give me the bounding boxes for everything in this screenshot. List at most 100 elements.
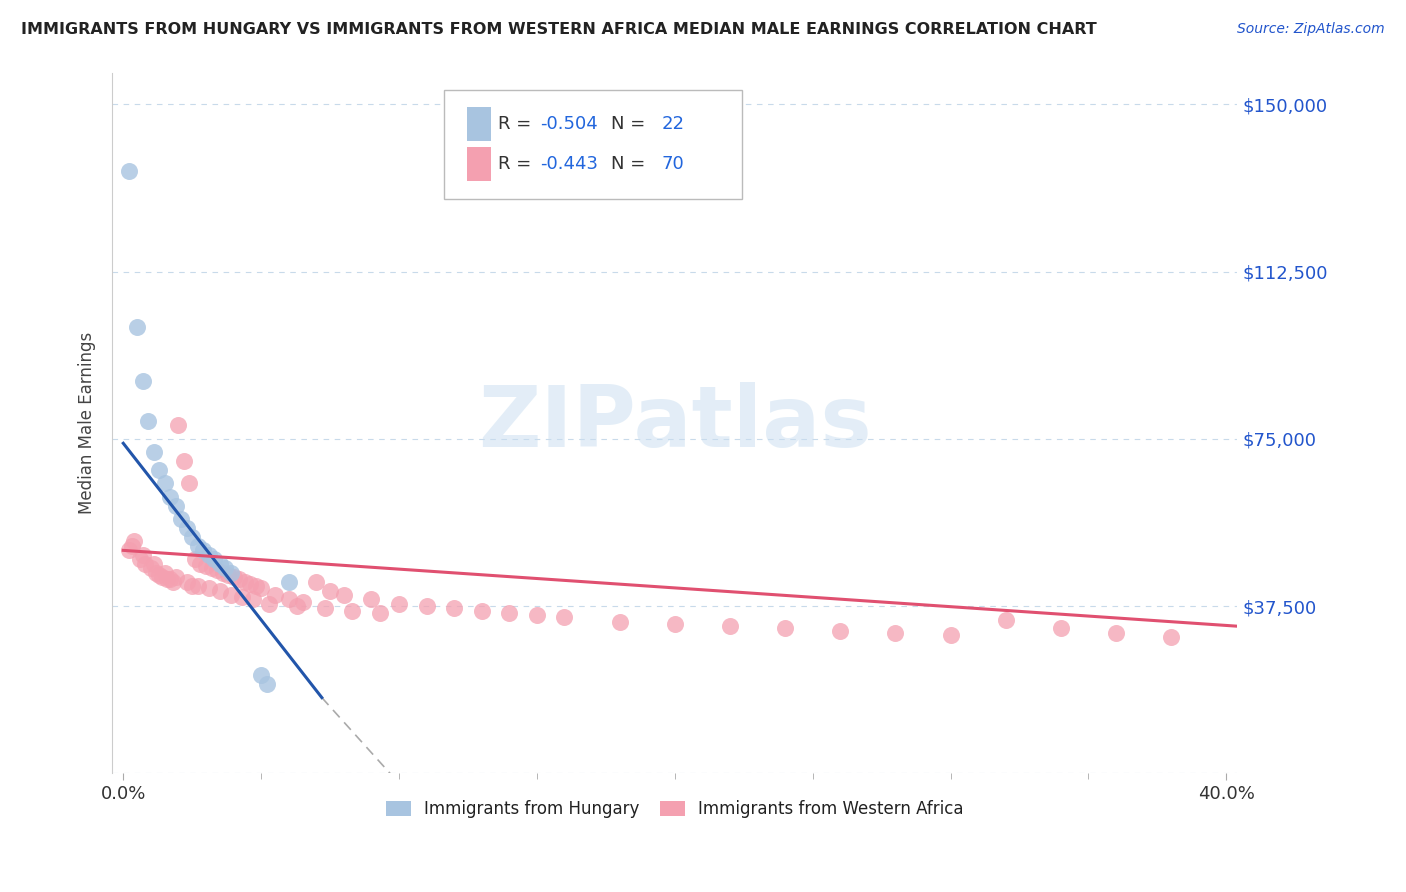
Point	[159, 490, 181, 504]
Point	[176, 521, 198, 535]
Text: -0.443: -0.443	[540, 155, 598, 173]
Point	[319, 583, 342, 598]
FancyBboxPatch shape	[444, 90, 742, 199]
Point	[176, 574, 198, 589]
Point	[214, 561, 236, 575]
Point	[187, 579, 209, 593]
Point	[205, 564, 228, 578]
Point	[219, 588, 242, 602]
Point	[153, 476, 176, 491]
Point	[131, 548, 153, 562]
Point	[250, 668, 273, 682]
Point	[165, 570, 187, 584]
Point	[208, 583, 231, 598]
Point	[170, 512, 193, 526]
FancyBboxPatch shape	[467, 147, 492, 181]
Point	[162, 574, 184, 589]
Point	[208, 557, 231, 571]
Point	[202, 552, 225, 566]
Legend: Immigrants from Hungary, Immigrants from Western Africa: Immigrants from Hungary, Immigrants from…	[380, 793, 970, 824]
Point	[939, 628, 962, 642]
Point	[217, 568, 239, 582]
Point	[159, 573, 181, 587]
Text: R =: R =	[498, 115, 537, 133]
Point	[179, 476, 201, 491]
Point	[242, 592, 264, 607]
Point	[181, 579, 204, 593]
Point	[153, 566, 176, 580]
Point	[1105, 626, 1128, 640]
Text: 22: 22	[661, 115, 685, 133]
Point	[134, 557, 156, 571]
Point	[264, 588, 287, 602]
Text: N =: N =	[610, 155, 651, 173]
Point	[471, 604, 494, 618]
Text: -0.504: -0.504	[540, 115, 598, 133]
Y-axis label: Median Male Earnings: Median Male Earnings	[79, 332, 96, 515]
Point	[256, 677, 278, 691]
Point	[553, 610, 575, 624]
Point	[277, 592, 299, 607]
Point	[219, 566, 242, 580]
Point	[1160, 631, 1182, 645]
Point	[231, 591, 253, 605]
Point	[415, 599, 437, 614]
Point	[609, 615, 631, 629]
Point	[173, 454, 195, 468]
Point	[305, 574, 328, 589]
Point	[773, 622, 796, 636]
Point	[187, 539, 209, 553]
Point	[145, 566, 167, 580]
Point	[193, 543, 215, 558]
Point	[156, 573, 179, 587]
Point	[165, 499, 187, 513]
Point	[118, 543, 141, 558]
Point	[443, 601, 465, 615]
Point	[125, 320, 148, 334]
Point	[664, 617, 686, 632]
Point	[197, 548, 219, 562]
Point	[131, 374, 153, 388]
Point	[250, 582, 273, 596]
Point	[142, 557, 165, 571]
Point	[368, 606, 391, 620]
Point	[211, 566, 233, 580]
Point	[148, 463, 170, 477]
FancyBboxPatch shape	[467, 107, 492, 141]
Point	[150, 570, 173, 584]
Point	[222, 570, 245, 584]
Point	[181, 530, 204, 544]
Point	[259, 597, 281, 611]
Point	[118, 164, 141, 178]
Point	[526, 608, 548, 623]
Point	[1050, 622, 1073, 636]
Text: 70: 70	[661, 155, 685, 173]
Point	[340, 604, 363, 618]
Point	[228, 573, 250, 587]
Text: IMMIGRANTS FROM HUNGARY VS IMMIGRANTS FROM WESTERN AFRICA MEDIAN MALE EARNINGS C: IMMIGRANTS FROM HUNGARY VS IMMIGRANTS FR…	[21, 22, 1097, 37]
Text: N =: N =	[610, 115, 651, 133]
Point	[884, 626, 907, 640]
Point	[314, 601, 336, 615]
Point	[245, 579, 267, 593]
Point	[121, 539, 143, 553]
Point	[333, 588, 356, 602]
Point	[360, 592, 382, 607]
Point	[233, 574, 256, 589]
Point	[197, 582, 219, 596]
Point	[139, 561, 162, 575]
Point	[994, 613, 1017, 627]
Point	[830, 624, 852, 638]
Point	[128, 552, 150, 566]
Text: Source: ZipAtlas.com: Source: ZipAtlas.com	[1237, 22, 1385, 37]
Point	[239, 577, 262, 591]
Point	[200, 561, 222, 575]
Point	[285, 599, 308, 614]
Point	[498, 606, 520, 620]
Text: R =: R =	[498, 155, 537, 173]
Point	[136, 414, 159, 428]
Point	[184, 552, 207, 566]
Point	[718, 619, 741, 633]
Text: ZIPatlas: ZIPatlas	[478, 382, 872, 465]
Point	[195, 558, 218, 573]
